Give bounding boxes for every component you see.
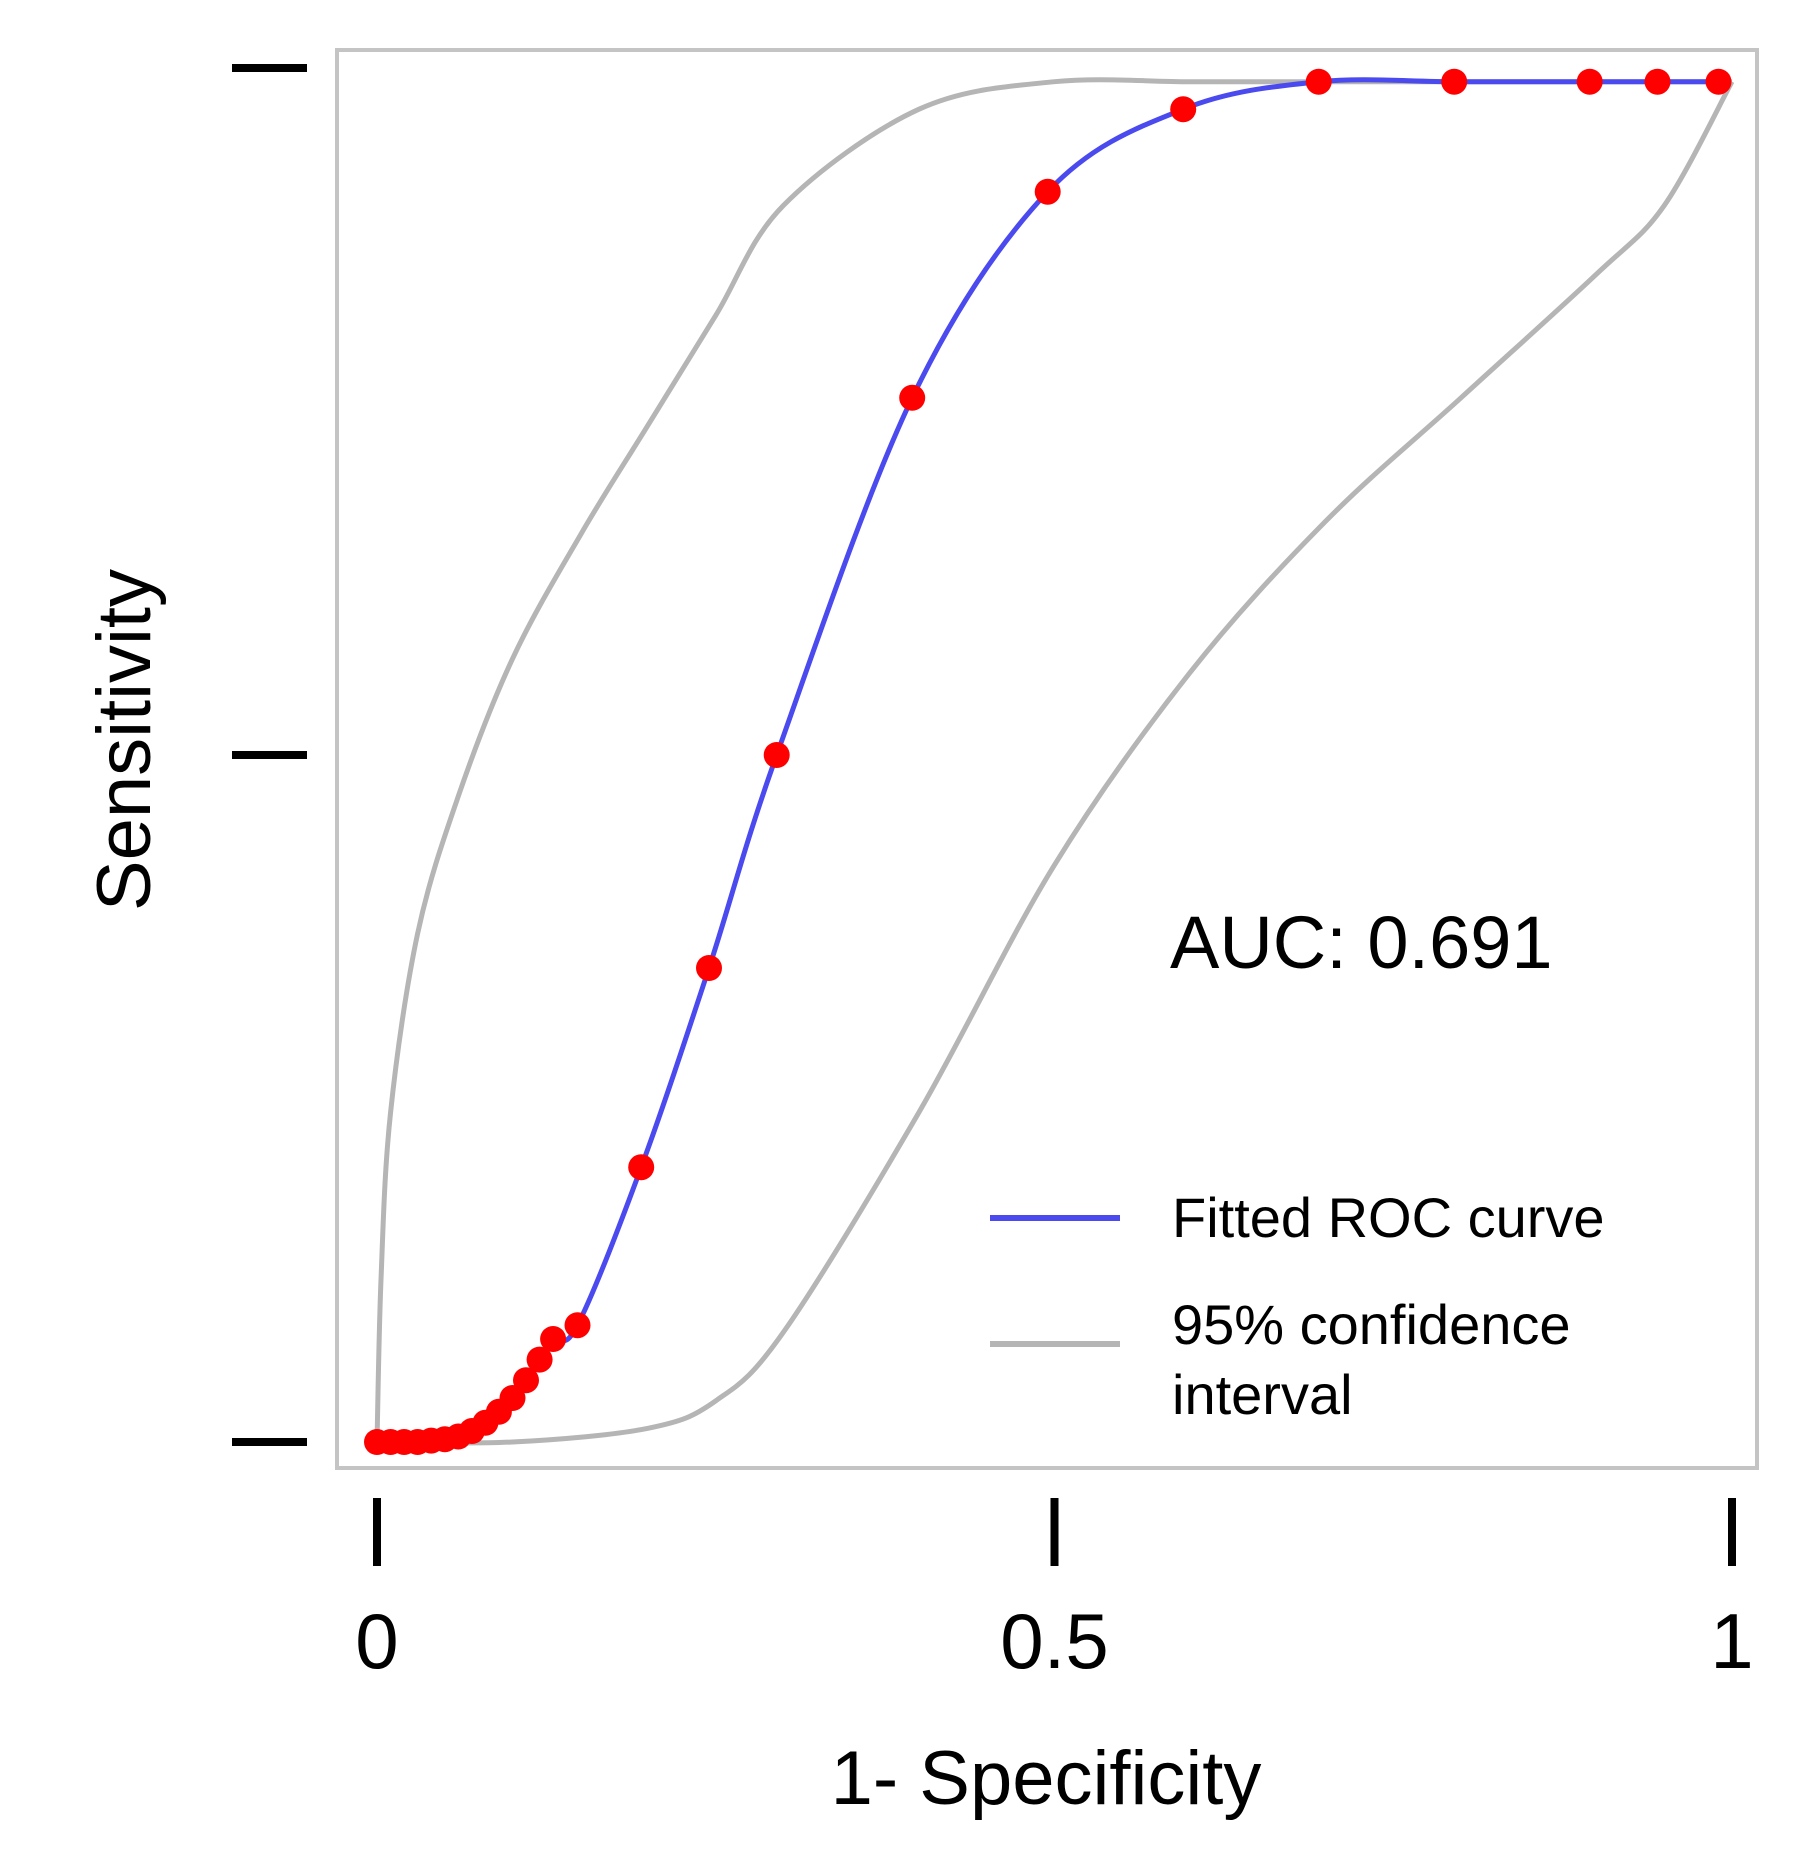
roc-markers-layer bbox=[364, 68, 1732, 1455]
x-axis-title: 1- Specificity bbox=[831, 1736, 1262, 1821]
x-tick-label-0: 0 bbox=[355, 1597, 398, 1685]
roc-point-23 bbox=[1576, 68, 1603, 95]
x-tick-label-2: 1 bbox=[1710, 1597, 1753, 1685]
y-axis-title: Sensitivity bbox=[82, 569, 167, 911]
roc-point-25 bbox=[1705, 68, 1732, 95]
roc-point-22 bbox=[1441, 68, 1468, 95]
auc-annotation: AUC: 0.691 bbox=[1170, 901, 1553, 984]
legend-label-confidence-interval-line2: interval bbox=[1172, 1363, 1353, 1426]
roc-point-16 bbox=[696, 955, 722, 981]
roc-point-18 bbox=[899, 384, 926, 411]
roc-point-19 bbox=[1034, 178, 1061, 205]
legend: Fitted ROC curve 95% confidence interval bbox=[990, 1186, 1605, 1426]
x-tick-label-1: 0.5 bbox=[1000, 1597, 1108, 1685]
roc-point-15 bbox=[628, 1154, 655, 1181]
y-axis-ticks bbox=[232, 64, 307, 1446]
roc-point-13 bbox=[540, 1326, 567, 1352]
roc-point-10 bbox=[499, 1385, 526, 1411]
x-axis-ticks: 0 0.5 1 bbox=[355, 1498, 1754, 1685]
roc-point-14 bbox=[564, 1312, 591, 1339]
ci-lower-curve bbox=[376, 80, 1735, 1446]
roc-point-24 bbox=[1644, 68, 1671, 95]
legend-label-fitted-roc: Fitted ROC curve bbox=[1172, 1186, 1605, 1249]
plot-area bbox=[335, 48, 1759, 1470]
roc-point-12 bbox=[526, 1346, 553, 1373]
roc-point-17 bbox=[763, 742, 790, 768]
roc-point-11 bbox=[513, 1367, 539, 1394]
legend-label-confidence-interval: 95% confidence bbox=[1172, 1293, 1571, 1356]
roc-point-20 bbox=[1170, 96, 1197, 123]
roc-point-21 bbox=[1305, 68, 1332, 95]
